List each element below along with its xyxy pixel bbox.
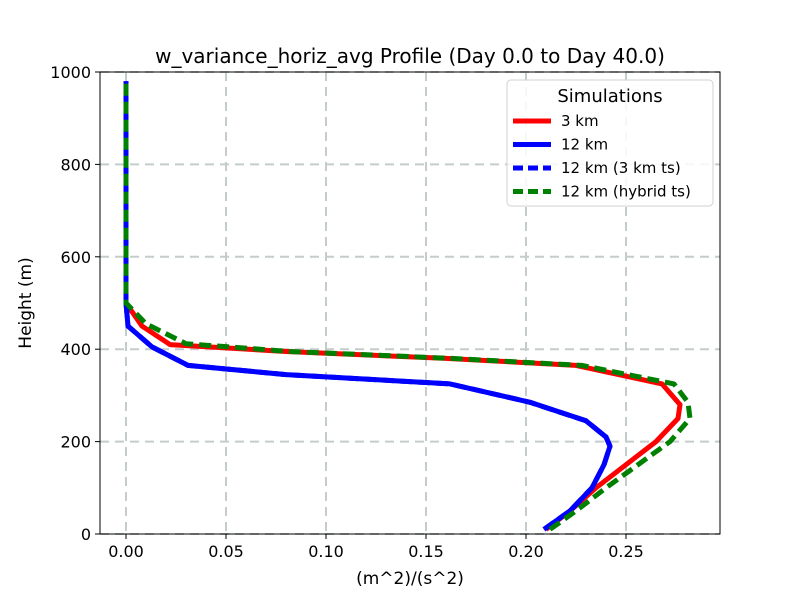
y-tick-label: 200 xyxy=(60,433,91,452)
series-layer xyxy=(123,81,693,532)
y-tick-label: 600 xyxy=(60,248,91,267)
legend: Simulations 3 km 12 km 12 km (3 km ts) 12 k… xyxy=(506,79,714,207)
y-axis-label: Height (m) xyxy=(16,257,36,348)
x-tick-label: 0.15 xyxy=(408,542,444,561)
legend-label: 12 km (3 km ts) xyxy=(561,159,681,177)
tick-layer: 0.00 0.05 0.10 0.15 0.20 0.25 0 200 400 600 800 100… xyxy=(50,63,644,561)
legend-label: 12 km (hybrid ts) xyxy=(561,183,691,201)
x-axis-label: (m^2)/(s^2) xyxy=(356,569,464,589)
legend-title: Simulations xyxy=(557,86,662,107)
plot-frame xyxy=(99,71,721,535)
x-tick-label: 0.00 xyxy=(108,542,144,561)
series-line-12-km-hybrid-ts xyxy=(123,81,693,532)
chart-title: w_variance_horiz_avg Profile (Day 0.0 to… xyxy=(155,44,665,68)
legend-label: 12 km xyxy=(561,136,608,154)
x-tick-label: 0.05 xyxy=(208,542,244,561)
x-tick-label: 0.20 xyxy=(508,542,544,561)
y-tick-label: 0 xyxy=(81,525,91,544)
x-tick-label: 0.10 xyxy=(308,542,344,561)
y-tick-label: 400 xyxy=(60,340,91,359)
legend-box xyxy=(506,79,714,207)
legend-label: 3 km xyxy=(561,112,599,130)
y-tick-label: 800 xyxy=(60,155,91,174)
y-tick-label: 1000 xyxy=(50,63,91,82)
legend-entries: 3 km 12 km 12 km (3 km ts) 12 km (hybrid ts… xyxy=(513,112,691,201)
x-tick-label: 0.25 xyxy=(608,542,644,561)
